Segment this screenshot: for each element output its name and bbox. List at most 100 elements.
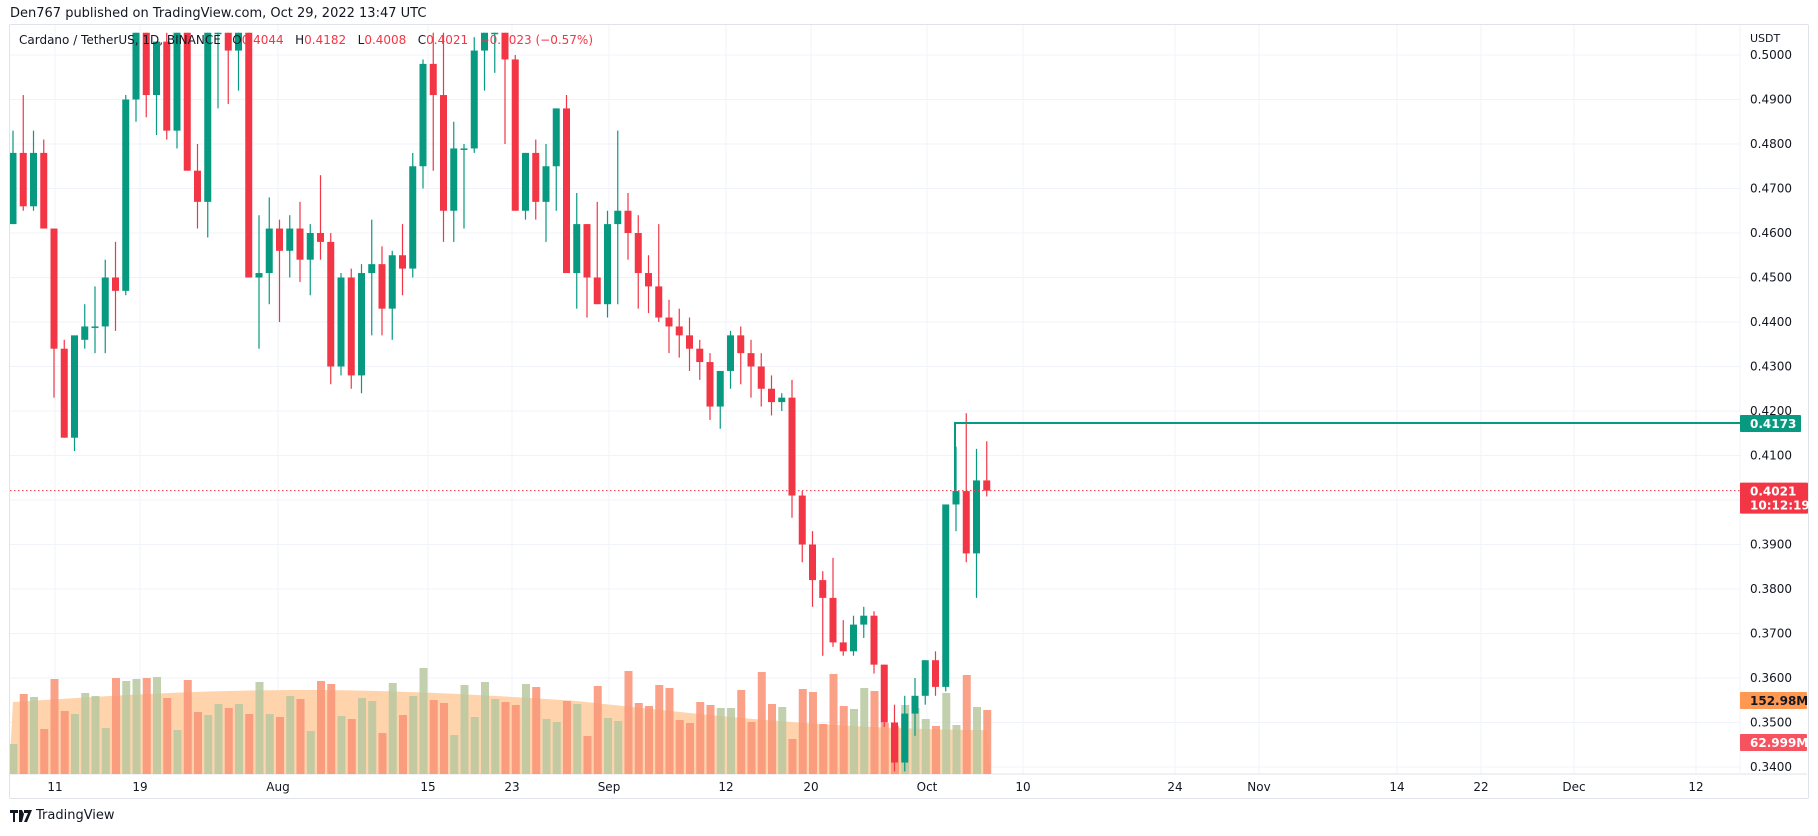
volume-bar [511,705,520,774]
volume-bar [604,718,612,774]
candle [901,713,909,763]
volume-bar [757,672,766,774]
price-tick: 0.4300 [1750,360,1792,374]
volume-bar [583,736,592,774]
volume-bar [542,719,551,774]
candle [768,388,775,403]
tradingview-logo-icon [10,809,32,822]
volume-bar [819,724,828,774]
footer: TradingView [10,808,115,823]
candle [716,370,724,407]
price-tick: 0.4700 [1750,182,1792,196]
symbol-title[interactable]: Cardano / TetherUS, 1D, BINANCE [19,33,221,47]
volume-bar [768,704,776,774]
candle [788,397,796,496]
time-tick: 12 [1688,780,1703,794]
candle [378,264,386,309]
candle [870,615,878,665]
candle [839,642,847,652]
candlestick-chart[interactable]: 0.5000 0.4900 0.4800 0.4700 0.4600 0.4500 0.44… [0,0,1818,800]
volume-bar [214,704,223,774]
volume-bar [665,688,674,774]
candle [245,32,253,278]
candle [593,277,601,305]
candle [563,108,570,274]
candle [224,32,232,51]
candle [101,277,109,327]
candle [122,99,130,291]
candle [645,273,652,287]
candle [429,63,437,96]
volume-bar [470,717,479,774]
candle [491,32,499,35]
volume-bar [368,701,377,774]
volume-bar [706,705,715,774]
volume-bar [30,697,38,774]
candle [142,32,150,96]
volume-bar [440,703,448,774]
time-tick: 20 [803,780,818,794]
volume-bar [132,679,141,774]
candle [911,695,919,714]
volume-ma-area [10,690,991,774]
volume-bar [809,692,817,774]
volume-bar [245,714,254,774]
candle [532,152,540,202]
level-price-badge: 0.4173 [1740,415,1801,433]
volume-bar [973,707,981,774]
volume-bar [634,703,643,774]
volume-bar [880,723,889,774]
volume-bar [183,680,192,774]
candle [819,580,827,598]
volume-bar [532,687,541,774]
svg-text:10:12:19: 10:12:19 [1750,499,1810,513]
candle [757,366,765,389]
volume-bar [552,722,561,774]
candle [91,326,99,328]
candle [317,233,324,242]
candle [306,233,314,260]
svg-text:0.4173: 0.4173 [1750,417,1796,431]
volume-bar [675,720,684,774]
candle [973,480,980,554]
volume-bar [122,681,131,774]
volume-bar [839,706,848,774]
candle [194,170,201,202]
low-label: L [357,33,365,47]
horizontal-level-line[interactable] [954,422,1740,505]
volume-bar [921,719,930,774]
candle [542,166,550,202]
price-tick: 0.4100 [1750,449,1792,463]
volume-bar [91,696,100,774]
volume-bar [962,675,971,774]
candle [778,397,786,403]
candle [214,32,222,35]
volume-bar [747,722,756,774]
volume-bar [19,694,28,774]
volume-bar [932,726,940,774]
time-tick: Aug [266,780,289,794]
time-tick: Nov [1247,780,1270,794]
candle [737,335,745,354]
volume-bar [163,698,172,774]
volume-bar [71,714,79,774]
candle [40,152,48,229]
volume-bar [655,685,664,774]
price-tick: 0.3900 [1750,538,1792,552]
volume-ma-badge: 152.98M [1740,692,1808,709]
candle [604,224,611,305]
candle [983,480,991,491]
candle [798,495,806,545]
candle [747,353,755,367]
volume-bar [153,677,161,774]
candle [552,108,560,167]
volume-bar [727,708,735,774]
candle [276,228,283,251]
time-tick: 24 [1167,780,1182,794]
volume-bar [378,733,387,774]
volume-bar [255,682,264,774]
candle [419,63,427,167]
candle [634,233,642,274]
candle [337,277,345,367]
candle [388,255,396,309]
